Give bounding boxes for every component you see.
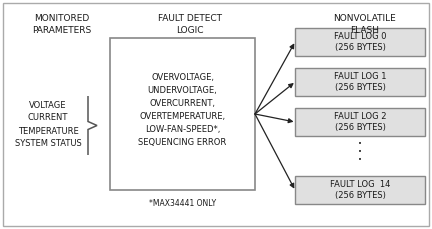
Text: SYSTEM STATUS: SYSTEM STATUS xyxy=(15,139,81,148)
Bar xyxy=(295,108,425,136)
Text: FAULT DETECT
LOGIC: FAULT DETECT LOGIC xyxy=(158,14,222,35)
Text: CURRENT: CURRENT xyxy=(28,114,68,123)
Bar xyxy=(110,38,255,190)
Text: FAULT LOG 1
(256 BYTES): FAULT LOG 1 (256 BYTES) xyxy=(334,72,386,92)
Text: •
•
•: • • • xyxy=(358,141,362,164)
Text: FAULT LOG  14
(256 BYTES): FAULT LOG 14 (256 BYTES) xyxy=(330,180,390,200)
Bar xyxy=(295,176,425,204)
Bar xyxy=(295,68,425,96)
Text: NONVOLATILE
FLASH: NONVOLATILE FLASH xyxy=(334,14,397,35)
Text: OVERVOLTAGE,
UNDERVOLTAGE,
OVERCURRENT,
OVERTEMPERATURE,
LOW-FAN-SPEED*,
SEQUENC: OVERVOLTAGE, UNDERVOLTAGE, OVERCURRENT, … xyxy=(138,73,227,147)
Text: FAULT LOG 0
(256 BYTES): FAULT LOG 0 (256 BYTES) xyxy=(334,32,386,52)
Text: *MAX34441 ONLY: *MAX34441 ONLY xyxy=(149,199,216,208)
Text: MONITORED
PARAMETERS: MONITORED PARAMETERS xyxy=(32,14,92,35)
Text: TEMPERATURE: TEMPERATURE xyxy=(18,126,78,136)
Text: VOLTAGE: VOLTAGE xyxy=(29,101,67,109)
Bar xyxy=(295,28,425,56)
Text: FAULT LOG 2
(256 BYTES): FAULT LOG 2 (256 BYTES) xyxy=(334,112,386,132)
